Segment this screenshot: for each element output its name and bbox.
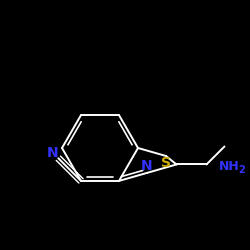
Text: 2: 2 <box>238 166 245 175</box>
Text: S: S <box>161 156 171 170</box>
Text: NH: NH <box>218 160 239 173</box>
Text: N: N <box>141 159 153 173</box>
Text: N: N <box>47 146 58 160</box>
